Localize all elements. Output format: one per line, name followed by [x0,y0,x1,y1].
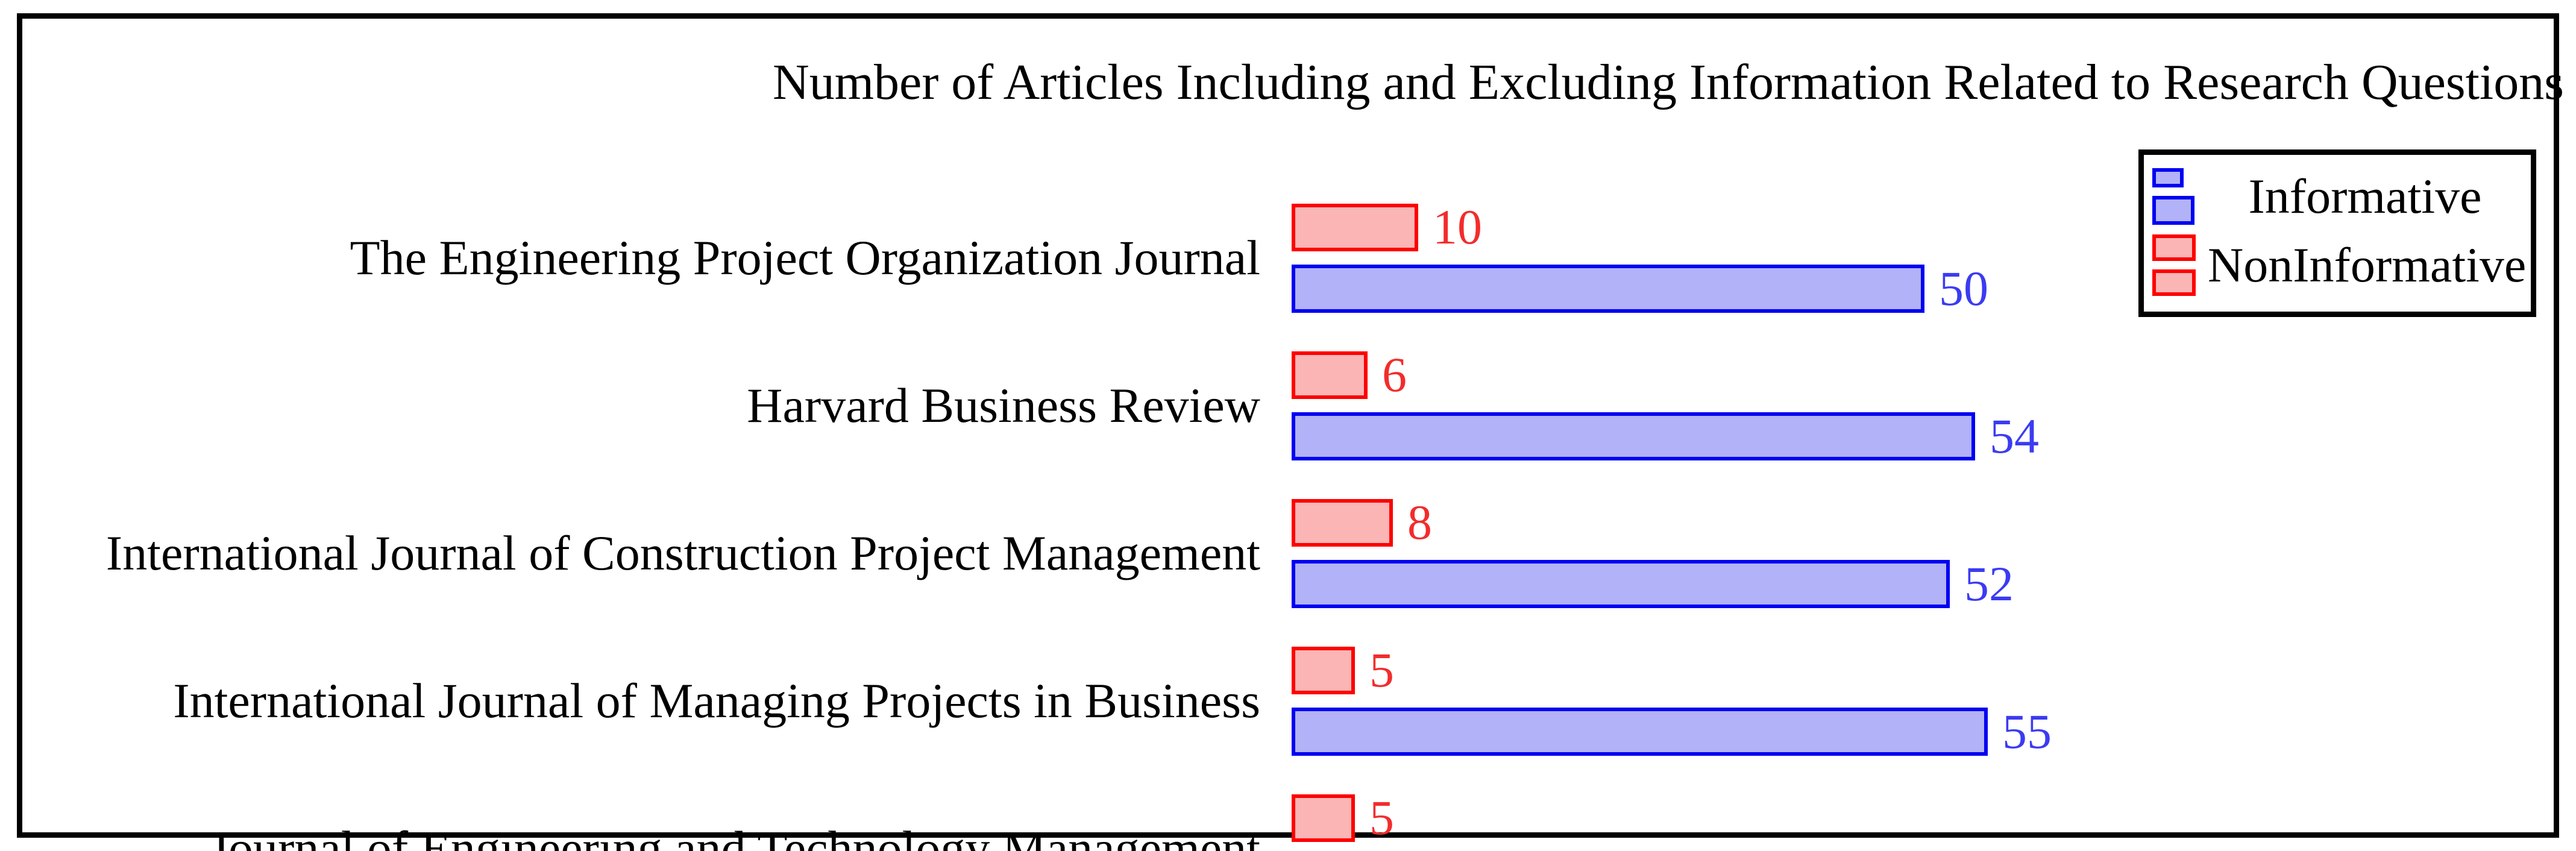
noninformative-bar-line: 5 [1292,642,1394,699]
category-label: International Journal of Managing Projec… [173,673,1260,728]
informative-bar-line: 52 [1292,556,2014,612]
informative-value: 50 [1939,261,1988,316]
legend: Informative NonInformative [2138,149,2536,317]
informative-bar-line: 54 [1292,408,2039,465]
category-label-cell: The Engineering Project Organization Jou… [0,230,1292,286]
legend-entry-informative: Informative [2152,168,2522,225]
category-label-cell: Journal of Engineering and Technology Ma… [0,820,1292,851]
informative-bar [1292,412,1975,460]
informative-bar-line: 50 [1292,260,1988,317]
category-label-cell: International Journal of Managing Projec… [0,673,1292,729]
noninformative-bar [1292,351,1368,399]
category-label: Journal of Engineering and Technology Ma… [209,821,1260,851]
category-label: Harvard Business Review [747,378,1260,433]
noninformative-bar [1292,498,1393,547]
category-bars: 10 50 [1292,199,2576,317]
noninformative-value: 5 [1369,642,1394,697]
noninformative-value: 5 [1369,790,1394,845]
legend-label-noninformative: NonInformative [2208,237,2527,292]
chart-row: Harvard Business Review 6 54 [0,347,2576,465]
noninformative-value: 8 [1407,495,1432,550]
informative-value: 55 [2002,704,2052,759]
informative-bar [1292,560,1950,608]
legend-swatch-stack-informative [2152,168,2208,225]
category-label-cell: Harvard Business Review [0,377,1292,434]
noninformative-value: 10 [1433,199,1482,254]
category-bars: 5 55 [1292,790,2576,851]
noninformative-bar [1292,203,1418,251]
category-label-cell: International Journal of Construction Pr… [0,525,1292,582]
category-bars: 8 52 [1292,494,2576,612]
informative-swatch-icon [2152,168,2184,187]
informative-bar [1292,265,1924,313]
noninformative-swatch-icon [2152,269,2196,296]
informative-swatch-icon [2152,196,2194,225]
noninformative-bar-line: 8 [1292,494,1432,551]
chart-title: Number of Articles Including and Excludi… [773,54,2564,110]
noninformative-bar-line: 10 [1292,199,1482,256]
legend-label-informative: Informative [2248,169,2482,224]
legend-entry-noninformative: NonInformative [2152,234,2526,296]
noninformative-bar-line: 5 [1292,790,1394,846]
chart-row: International Journal of Construction Pr… [0,494,2576,612]
category-bars: 6 54 [1292,347,2576,465]
informative-bar [1292,708,1988,756]
category-label: The Engineering Project Organization Jou… [350,230,1260,285]
chart-row: The Engineering Project Organization Jou… [0,199,2576,317]
category-bars: 5 55 [1292,642,2576,760]
legend-swatch-stack-noninformative [2152,234,2208,296]
informative-value: 52 [1964,556,2014,611]
informative-bar-line: 55 [1292,703,2052,760]
chart-rows: The Engineering Project Organization Jou… [0,199,2576,851]
chart-row: Journal of Engineering and Technology Ma… [0,790,2576,851]
noninformative-value: 6 [1382,347,1407,402]
chart-row: International Journal of Managing Projec… [0,642,2576,760]
noninformative-bar [1292,794,1355,842]
informative-value: 54 [1990,409,2039,463]
category-label: International Journal of Construction Pr… [105,526,1260,580]
noninformative-bar-line: 6 [1292,347,1407,403]
noninformative-bar [1292,646,1355,694]
noninformative-swatch-icon [2152,234,2196,261]
